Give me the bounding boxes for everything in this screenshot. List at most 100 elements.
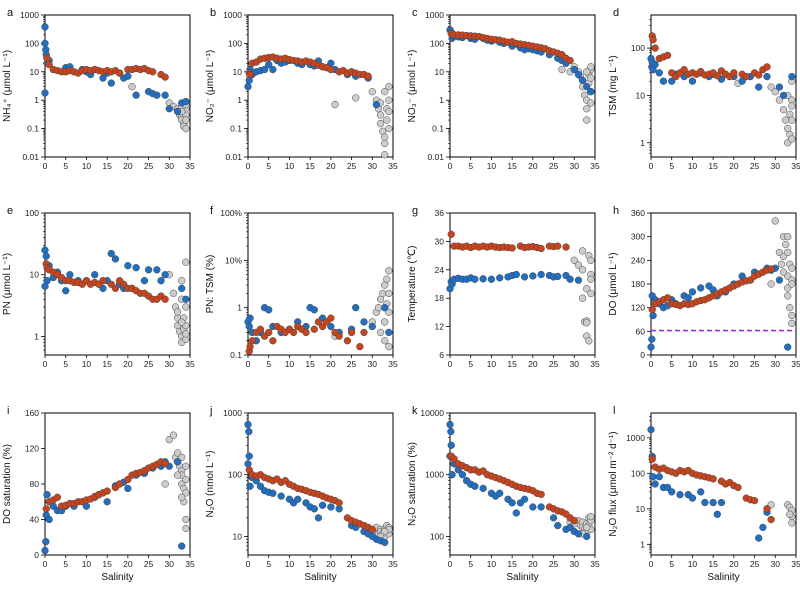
x-tick-label: 20 — [326, 359, 336, 369]
panel-k: 0 5 10 15 20 25 30 35 100 1000 10000 N₂O saturation… — [407, 405, 600, 583]
data-point-blue — [537, 503, 545, 511]
data-point-red — [368, 525, 376, 534]
data-point-gray — [178, 277, 186, 285]
x-tick-label: 30 — [570, 559, 580, 569]
data-point-gray — [771, 217, 779, 225]
data-point-red — [45, 60, 53, 69]
data-point-red — [115, 69, 124, 77]
plot-frame — [247, 14, 394, 158]
y-axis-label: PN (μmol L⁻¹) — [2, 253, 13, 315]
data-point-gray — [587, 275, 595, 283]
data-point-red — [566, 56, 574, 65]
x-tick-label: 5 — [63, 559, 68, 569]
data-point-red — [124, 475, 132, 484]
data-point-blue — [153, 91, 161, 99]
y-tick-label: 10 — [636, 90, 646, 100]
x-tick-label: 10 — [82, 559, 92, 569]
x-tick-label: 0 — [448, 559, 453, 569]
data-point-red — [663, 294, 672, 302]
data-point-gray — [385, 289, 393, 298]
x-tick-label: 35 — [185, 559, 195, 569]
panel-label: b — [210, 7, 216, 19]
data-point-gray — [781, 116, 790, 124]
data-point-blue — [352, 304, 360, 312]
data-point-gray — [788, 116, 796, 124]
data-point-gray — [381, 318, 389, 326]
data-point-gray — [381, 337, 389, 345]
x-tick-label: 10 — [82, 359, 92, 369]
data-point-red — [314, 318, 323, 326]
data-point-gray — [587, 512, 595, 521]
x-axis-label: Salinity — [707, 572, 739, 583]
x-tick-label: 20 — [729, 359, 739, 369]
x-tick-label: 25 — [347, 359, 357, 369]
data-point-gray — [585, 337, 593, 345]
data-point-blue — [45, 515, 53, 524]
data-point-gray — [385, 343, 393, 351]
y-tick-label: 100 — [228, 38, 242, 48]
x-tick-label: 5 — [669, 559, 674, 569]
y-axis-label: PN: TSM (%) — [205, 255, 216, 314]
data-point-gray — [587, 74, 595, 82]
panel-j: 0 5 10 15 20 25 30 35 10 100 1000 N₂O (nmol L⁻¹) Sal… — [205, 405, 398, 583]
x-tick-label: 25 — [750, 161, 760, 171]
data-point-gray — [784, 292, 792, 300]
data-point-blue — [310, 306, 318, 314]
data-point-blue — [318, 501, 327, 509]
x-tick-label: 25 — [750, 559, 760, 569]
data-point-gray — [161, 480, 169, 488]
data-point-gray — [771, 88, 779, 96]
data-point-red — [356, 343, 364, 351]
data-point-gray — [583, 116, 591, 124]
data-point-blue — [310, 505, 318, 513]
y-tick-label: 1000 — [223, 10, 242, 20]
data-point-blue — [487, 275, 496, 283]
panel-label: k — [412, 405, 418, 417]
y-tick-label: 10% — [225, 255, 242, 265]
x-tick-label: 30 — [165, 161, 175, 171]
data-point-gray — [381, 139, 389, 148]
data-point-red — [537, 244, 545, 253]
data-point-gray — [169, 431, 178, 439]
y-axis-label: Temperature (℃) — [407, 246, 418, 323]
y-tick-label: 10 — [435, 67, 445, 77]
data-point-gray — [381, 133, 389, 141]
data-point-blue — [574, 70, 583, 79]
y-tick-label: 10 — [233, 67, 243, 77]
data-point-red — [265, 328, 273, 337]
y-tick-label: 100 — [631, 43, 645, 53]
x-tick-label: 10 — [688, 161, 698, 171]
data-point-gray — [376, 119, 385, 128]
y-tick-label: 1 — [640, 138, 645, 148]
y-tick-label: 0 — [640, 350, 645, 360]
data-point-gray — [182, 303, 190, 311]
data-point-blue — [265, 306, 273, 314]
data-point-gray — [574, 261, 583, 269]
data-point-red — [447, 230, 455, 238]
data-point-blue — [676, 491, 684, 499]
data-point-blue — [784, 343, 792, 351]
x-tick-label: 10 — [688, 559, 698, 569]
data-point-gray — [182, 124, 190, 133]
data-point-gray — [374, 304, 383, 312]
data-point-red — [554, 242, 562, 250]
data-point-gray — [385, 107, 393, 116]
panel-d: 0 5 10 15 20 25 30 35 1 10 100 TSM (mg L⁻¹) d — [608, 7, 800, 171]
y-tick-label: 1000 — [20, 10, 39, 20]
data-point-blue — [566, 275, 574, 283]
x-tick-label: 15 — [305, 559, 315, 569]
x-tick-label: 0 — [246, 359, 251, 369]
x-tick-label: 35 — [185, 161, 195, 171]
data-point-gray — [376, 111, 385, 119]
data-point-gray — [381, 527, 389, 536]
x-tick-label: 10 — [688, 359, 698, 369]
y-tick-label: 1 — [34, 95, 39, 105]
data-point-blue — [647, 343, 655, 351]
data-point-blue — [41, 282, 49, 290]
data-point-blue — [520, 495, 529, 503]
y-tick-label: 0.01 — [427, 152, 444, 162]
data-point-gray — [784, 248, 792, 257]
data-point-blue — [244, 82, 252, 91]
y-tick-label: 100 — [25, 38, 39, 48]
data-point-gray — [587, 256, 595, 264]
